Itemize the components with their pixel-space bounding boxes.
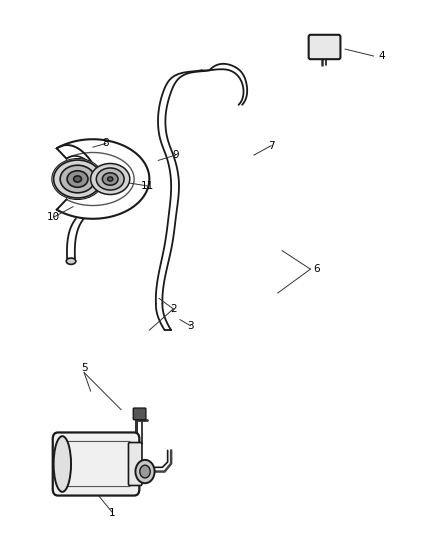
Text: 11: 11	[141, 181, 154, 191]
Text: 10: 10	[47, 212, 60, 222]
Text: 2: 2	[170, 304, 177, 314]
Ellipse shape	[102, 173, 118, 185]
Ellipse shape	[96, 168, 124, 190]
Ellipse shape	[66, 258, 76, 264]
FancyBboxPatch shape	[53, 432, 139, 496]
Ellipse shape	[53, 160, 102, 198]
Text: 7: 7	[268, 141, 275, 151]
Text: 6: 6	[314, 264, 320, 274]
Circle shape	[140, 465, 150, 478]
Ellipse shape	[53, 436, 71, 492]
FancyBboxPatch shape	[133, 408, 146, 419]
Text: 5: 5	[81, 364, 88, 373]
Ellipse shape	[74, 176, 81, 182]
Ellipse shape	[108, 177, 113, 181]
Text: 1: 1	[109, 507, 116, 518]
Ellipse shape	[91, 164, 130, 195]
Text: 4: 4	[379, 51, 385, 61]
Text: 3: 3	[187, 321, 194, 331]
Text: 9: 9	[172, 150, 179, 160]
FancyBboxPatch shape	[309, 35, 340, 59]
Ellipse shape	[67, 171, 88, 187]
Text: 8: 8	[102, 139, 109, 149]
Circle shape	[135, 460, 155, 483]
Ellipse shape	[52, 159, 103, 199]
FancyBboxPatch shape	[128, 442, 142, 486]
Ellipse shape	[60, 165, 95, 193]
